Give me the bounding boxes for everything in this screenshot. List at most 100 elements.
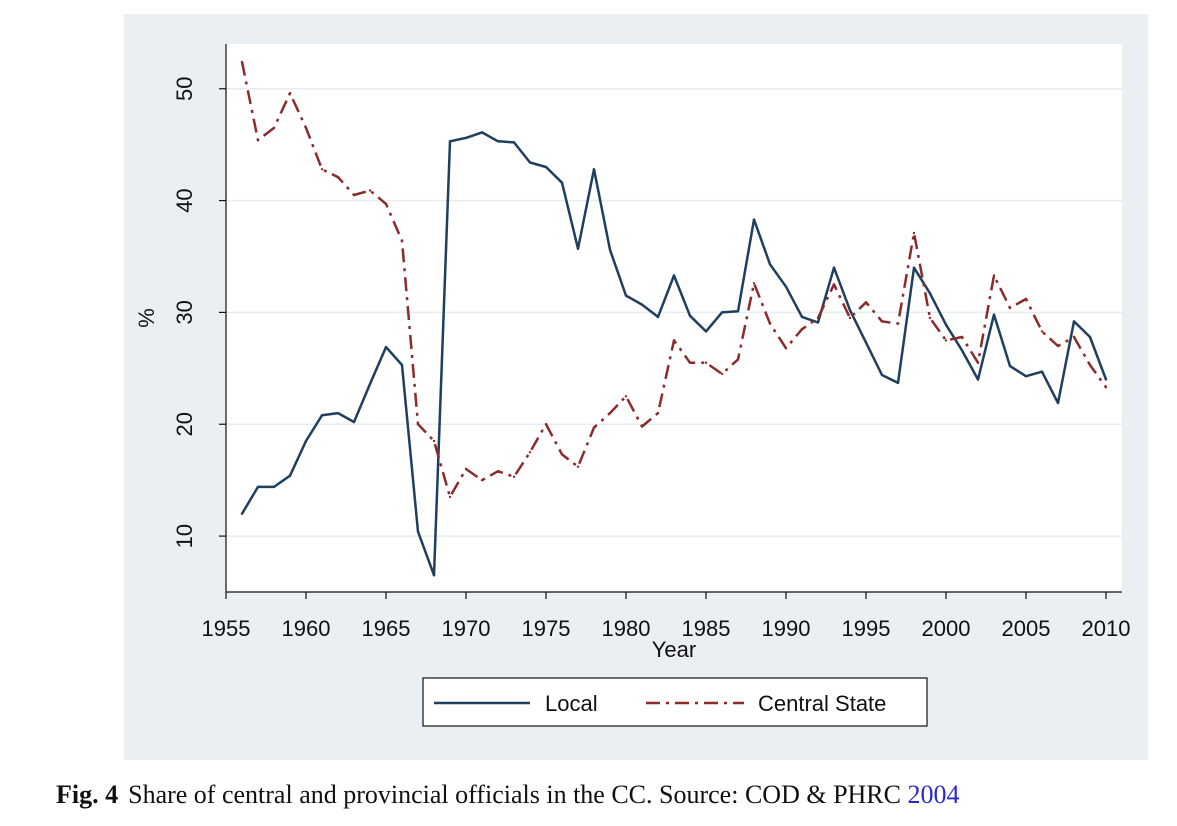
y-axis-title: % xyxy=(134,308,159,328)
data-point-local xyxy=(304,439,308,443)
data-point-central-state xyxy=(608,411,612,415)
data-point-local xyxy=(832,266,836,269)
data-point-local xyxy=(320,414,324,417)
data-point-central-state xyxy=(800,328,804,331)
data-point-local xyxy=(352,420,356,424)
data-point-central-state xyxy=(480,479,484,482)
data-point-local xyxy=(496,140,500,143)
x-tick-label: 2005 xyxy=(1002,616,1051,641)
data-point-local xyxy=(960,349,964,352)
x-tick-label: 2000 xyxy=(922,616,971,641)
data-point-central-state xyxy=(1040,330,1044,333)
data-point-local xyxy=(880,373,884,377)
data-point-local xyxy=(432,574,436,577)
x-tick-label: 1975 xyxy=(522,616,571,641)
data-point-local xyxy=(816,321,820,324)
figure-panel: 10 20 30 40 50 1955 1960 1965 1970 1975 1980 1985 1… xyxy=(124,14,1148,760)
data-point-local xyxy=(720,311,724,314)
data-point-local xyxy=(1056,401,1060,405)
data-point-central-state xyxy=(336,175,340,179)
x-tick-label: 1965 xyxy=(362,616,411,641)
data-point-local xyxy=(768,263,772,266)
data-point-central-state xyxy=(256,139,260,142)
data-point-local xyxy=(544,165,548,169)
data-point-central-state xyxy=(768,322,772,325)
data-point-local xyxy=(1072,320,1076,323)
data-point-central-state xyxy=(432,439,436,443)
data-point-local xyxy=(864,341,868,344)
data-point-local xyxy=(464,136,468,140)
data-point-central-state xyxy=(816,316,820,320)
data-point-local xyxy=(368,382,372,386)
data-point-local xyxy=(288,474,292,477)
data-point-local xyxy=(656,315,660,319)
data-point-central-state xyxy=(848,316,852,320)
data-point-local xyxy=(1040,370,1044,373)
data-point-central-state xyxy=(944,339,948,342)
data-point-local xyxy=(624,294,628,297)
data-point-central-state xyxy=(784,347,788,350)
data-point-central-state xyxy=(544,423,548,426)
x-ticks: 1955 1960 1965 1970 1975 1980 1985 1990 1995 2000… xyxy=(202,592,1131,641)
data-point-central-state xyxy=(1024,297,1028,301)
data-point-local xyxy=(640,303,644,306)
data-point-local xyxy=(848,309,852,312)
data-point-local xyxy=(336,411,340,415)
data-point-central-state xyxy=(400,239,404,242)
data-point-local xyxy=(736,310,740,313)
x-tick-label: 1985 xyxy=(682,616,731,641)
data-point-local xyxy=(752,218,756,221)
data-point-central-state xyxy=(496,470,500,473)
x-tick-label: 2010 xyxy=(1082,616,1131,641)
data-point-local xyxy=(672,274,676,277)
figure-label: Fig. 4 xyxy=(56,780,119,809)
data-point-local xyxy=(608,248,612,251)
data-point-local xyxy=(896,381,900,385)
data-point-local xyxy=(256,485,260,489)
data-point-local xyxy=(1008,364,1012,368)
data-point-central-state xyxy=(640,425,644,428)
data-point-local xyxy=(944,323,948,326)
data-point-central-state xyxy=(976,361,980,364)
data-point-local xyxy=(704,330,708,333)
data-point-local xyxy=(976,378,980,381)
data-point-local xyxy=(512,141,516,144)
data-point-local xyxy=(800,315,804,319)
legend-label-central-state: Central State xyxy=(758,691,886,716)
data-point-local xyxy=(272,485,276,489)
data-point-central-state xyxy=(1104,386,1108,389)
legend: Local Central State xyxy=(422,677,928,727)
data-point-local xyxy=(448,140,452,143)
data-point-central-state xyxy=(272,126,276,130)
data-point-central-state xyxy=(512,475,516,478)
data-point-central-state xyxy=(304,126,308,130)
data-point-central-state xyxy=(368,189,372,192)
data-point-local xyxy=(480,131,484,134)
plot-area xyxy=(226,44,1122,592)
data-point-central-state xyxy=(560,453,564,456)
data-point-local xyxy=(1104,378,1108,381)
x-axis-title: Year xyxy=(652,637,696,662)
data-point-central-state xyxy=(576,465,580,468)
data-point-local xyxy=(560,181,564,184)
data-point-local xyxy=(784,285,788,288)
axes xyxy=(225,44,1122,593)
data-point-central-state xyxy=(688,361,692,364)
data-point-central-state xyxy=(704,361,708,364)
data-point-local xyxy=(384,345,388,349)
source-year-link[interactable]: 2004 xyxy=(907,780,960,809)
data-point-local xyxy=(912,266,916,269)
x-tick-label: 1970 xyxy=(442,616,491,641)
data-point-local xyxy=(688,314,692,317)
data-point-central-state xyxy=(288,92,292,95)
data-point-central-state xyxy=(464,467,468,471)
data-point-central-state xyxy=(720,372,724,376)
data-point-central-state xyxy=(384,202,388,206)
y-tick-label: 20 xyxy=(172,412,197,436)
data-point-central-state xyxy=(736,358,740,361)
data-point-central-state xyxy=(320,168,324,171)
y-tick-label: 30 xyxy=(172,300,197,324)
data-point-central-state xyxy=(416,423,420,426)
data-point-central-state xyxy=(1056,344,1060,348)
